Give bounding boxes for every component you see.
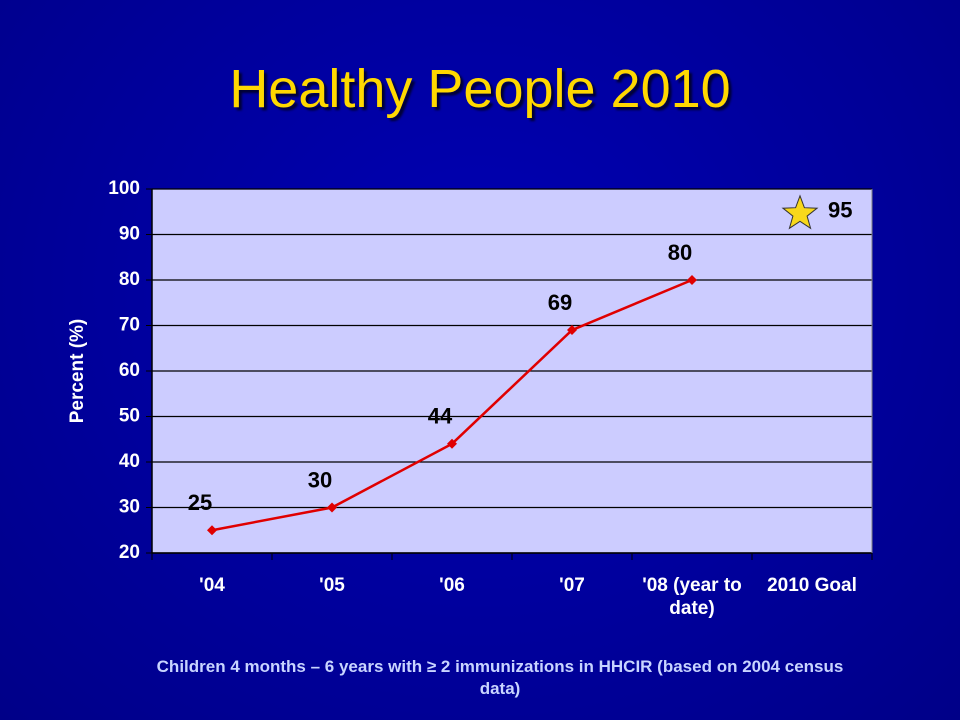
x-tick-label: '04 [199, 575, 225, 596]
data-label: 44 [428, 404, 453, 429]
caption: Children 4 months – 6 years with ≥ 2 imm… [156, 657, 844, 698]
x-tick-label: '07 [559, 575, 585, 596]
data-label: 25 [188, 490, 212, 515]
y-tick-label: 50 [119, 406, 140, 427]
x-tick-label: '08 (year to date) [642, 575, 742, 619]
marker [687, 275, 697, 285]
y-tick-label: 100 [108, 178, 140, 199]
marker [327, 502, 337, 513]
x-tick-label: '06 [439, 575, 465, 596]
x-tick-label: 2010 Goal [767, 575, 857, 596]
data-label: 30 [308, 467, 332, 492]
data-label: 69 [548, 290, 572, 315]
marker [207, 525, 217, 536]
y-axis-label: Percent (%) [67, 319, 88, 424]
y-tick-label: 40 [119, 451, 140, 472]
y-tick-label: 20 [119, 542, 140, 563]
data-label: 80 [668, 240, 692, 265]
y-tick-label: 90 [119, 224, 140, 245]
goal-star [781, 194, 819, 230]
y-tick-label: 80 [119, 269, 140, 290]
y-tick-label: 60 [119, 360, 140, 381]
data-label: 95 [828, 198, 852, 223]
y-tick-label: 70 [119, 315, 140, 336]
slide-title: Healthy People 2010 [229, 59, 731, 119]
x-tick-label: '05 [319, 575, 345, 596]
marker [447, 438, 457, 449]
y-tick-label: 30 [119, 497, 140, 518]
marker [567, 325, 577, 336]
